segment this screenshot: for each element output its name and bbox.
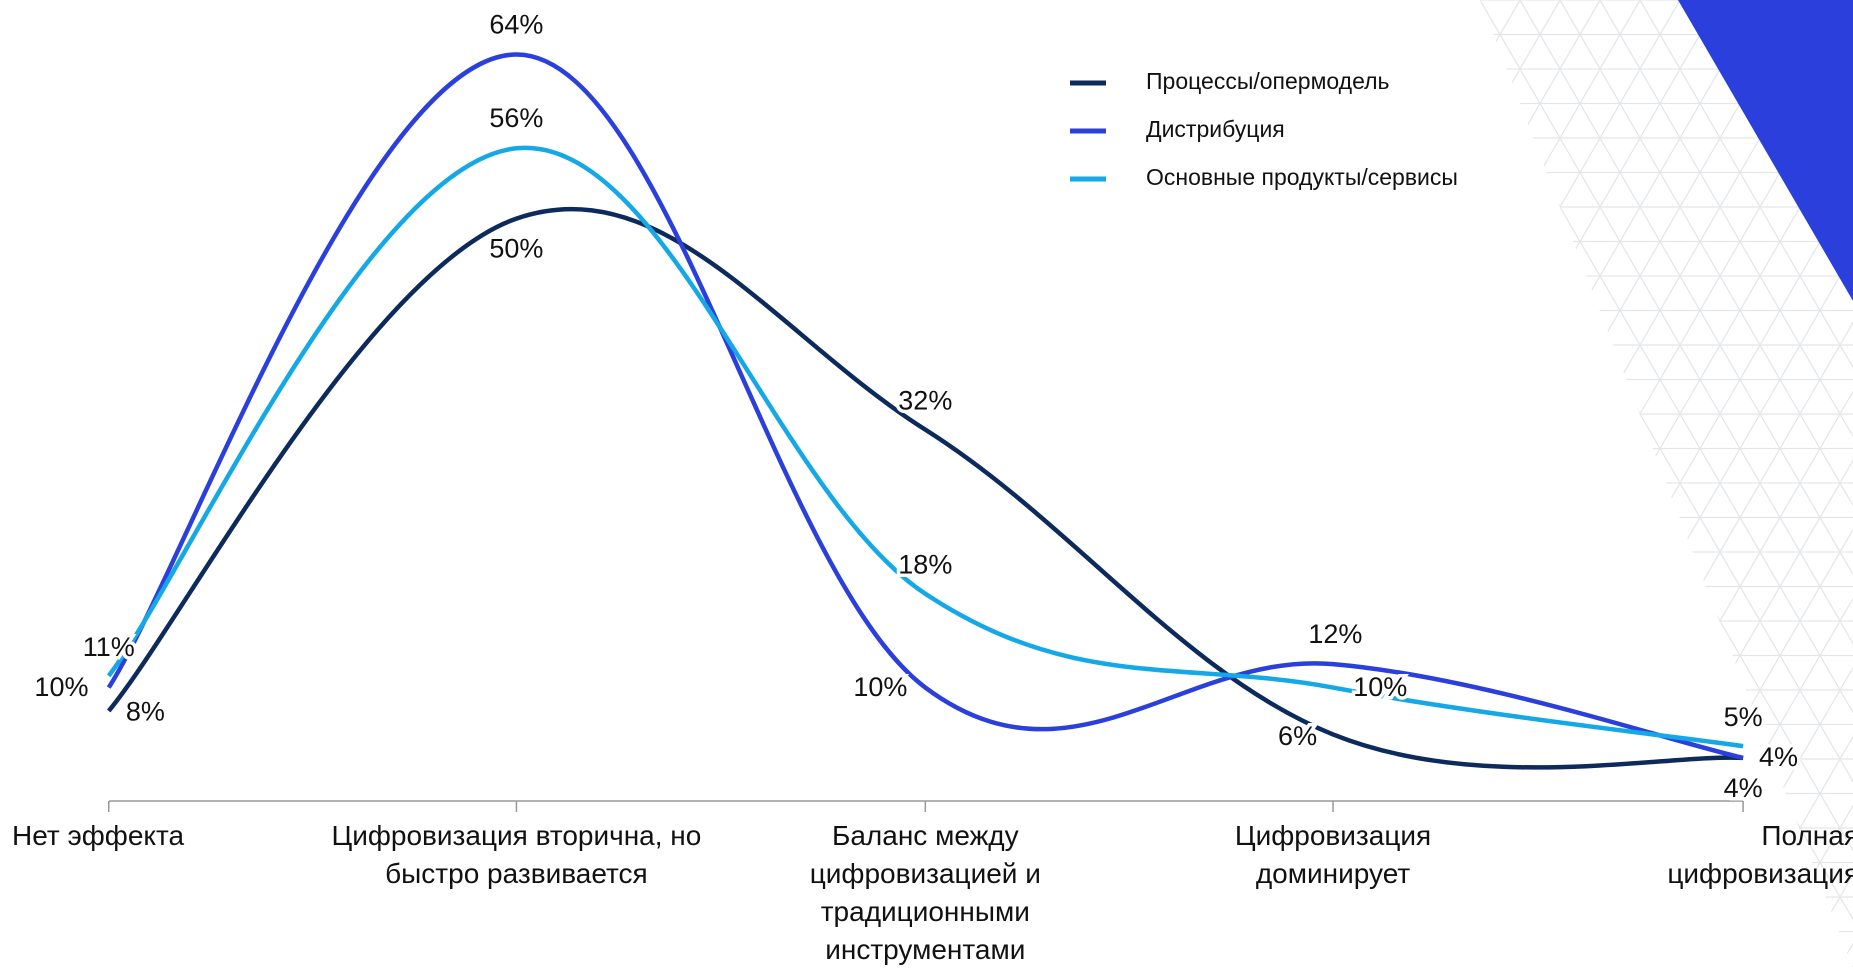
data-label: 56% <box>489 103 543 133</box>
legend-label: Основные продукты/сервисы <box>1146 164 1458 190</box>
data-label: 50% <box>489 234 543 264</box>
x-tick-label: Нет эффекта <box>12 817 232 855</box>
data-label: 18% <box>898 550 952 580</box>
data-label: 10% <box>853 672 907 702</box>
legend-label: Процессы/опермодель <box>1146 68 1390 94</box>
series-line <box>109 209 1743 767</box>
legend-label: Дистрибуция <box>1146 116 1285 142</box>
x-tick-label: Полная цифровизация <box>1619 817 1853 893</box>
x-tick-label: Цифровизация доминирует <box>1208 817 1458 893</box>
x-tick-label: Баланс между цифровизацией и традиционны… <box>790 817 1060 968</box>
page: 8% 50% 32% 6% 4% 10% 64% 10% 12% 4% 11% 56% 18% 10% 5%… <box>0 0 1853 968</box>
data-label: 4% <box>1724 773 1763 803</box>
x-tick-label: Цифровизация вторична, но быстро развива… <box>316 817 716 893</box>
data-label: 8% <box>126 696 165 726</box>
data-label: 4% <box>1759 742 1798 772</box>
series-line <box>109 148 1743 746</box>
data-label: 6% <box>1278 721 1317 751</box>
data-label: 64% <box>489 9 543 39</box>
data-label: 11% <box>83 632 135 662</box>
data-label: 5% <box>1724 702 1763 732</box>
data-label: 10% <box>1353 672 1407 702</box>
data-label: 10% <box>34 672 88 702</box>
data-label: 32% <box>898 386 952 416</box>
data-label: 12% <box>1308 619 1362 649</box>
